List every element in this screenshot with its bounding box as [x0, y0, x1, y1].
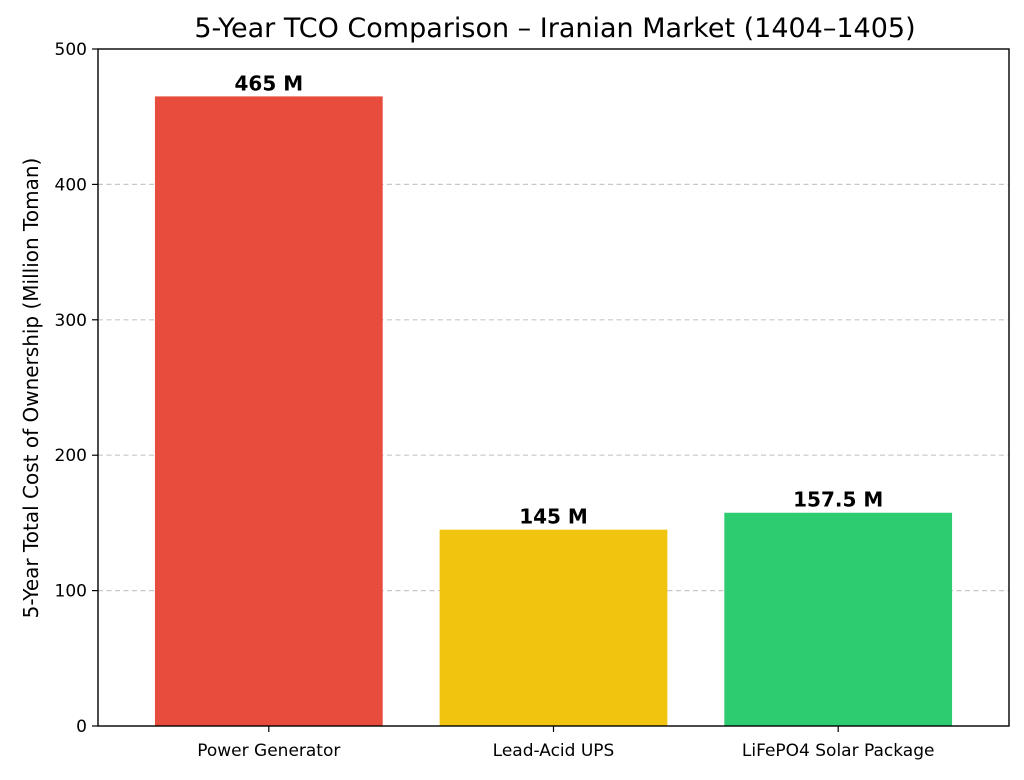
y-tick-label-200: 200: [55, 446, 87, 466]
bar-1: [439, 529, 668, 726]
y-tick-label-300: 300: [55, 311, 87, 331]
chart-title: 5-Year TCO Comparison – Iranian Market (…: [194, 13, 915, 44]
data-label-1: 145 M: [519, 505, 588, 529]
x-tick-label-0: Power Generator: [197, 741, 340, 761]
y-tick-label-0: 0: [76, 717, 87, 737]
y-axis-label: 5-Year Total Cost of Ownership (Million …: [19, 158, 43, 619]
y-tick-label-500: 500: [55, 40, 87, 60]
bars: 465 M 145 M 157.5 M: [154, 71, 953, 726]
x-tick-label-1: Lead-Acid UPS: [493, 741, 615, 761]
y-tick-label-400: 400: [55, 175, 87, 195]
bar-2: [724, 512, 953, 726]
bar-0: [154, 96, 383, 726]
plot-frame: [97, 48, 1010, 727]
y-tick-label-100: 100: [55, 582, 87, 602]
data-label-2: 157.5 M: [793, 488, 883, 512]
axes: Power Generator Lead-Acid UPS LiFePO4 Sola…: [55, 40, 1010, 761]
data-label-0: 465 M: [235, 71, 304, 95]
x-tick-label-2: LiFePO4 Solar Package: [742, 741, 935, 761]
